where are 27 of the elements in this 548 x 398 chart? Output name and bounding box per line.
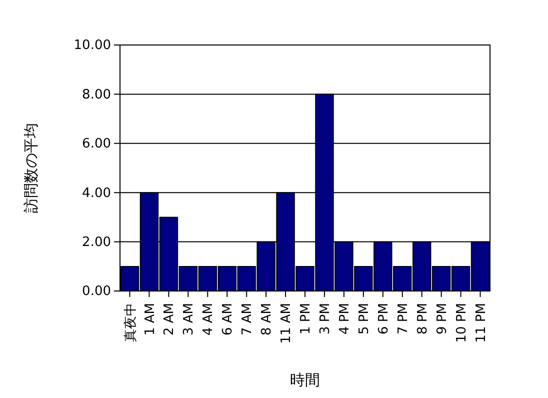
x-tick-label: 4 PM: [337, 303, 352, 334]
x-tick-label: 7 AM: [240, 303, 256, 336]
x-tick-label: 6 PM: [376, 303, 392, 334]
y-tick-label: 0.00: [82, 284, 111, 300]
x-tick-label: 6 AM: [220, 303, 236, 336]
y-tick-label: 4.00: [82, 186, 111, 201]
x-tick-label: 7 PM: [396, 303, 411, 334]
x-tick-label: 8 AM: [260, 303, 275, 336]
x-tick-label: 3 AM: [182, 303, 197, 336]
x-tick-label: 1 AM: [142, 303, 158, 336]
y-tick-label: 2.00: [82, 234, 111, 250]
x-tick-label: 11 PM: [474, 303, 489, 343]
x-tick-label: 5 PM: [356, 303, 372, 334]
x-tick-label: 9 PM: [434, 303, 450, 334]
x-tick-label: 3 PM: [318, 303, 334, 334]
x-tick-label: 8 PM: [415, 303, 430, 334]
x-tick-label: 10 PM: [454, 303, 470, 343]
y-tick-label: 6.00: [82, 136, 111, 152]
x-axis-title: 時間: [290, 371, 320, 389]
y-tick-label: 8.00: [82, 87, 111, 102]
y-tick-label: 10.00: [74, 38, 111, 54]
x-tick-label: 4 AM: [201, 303, 216, 336]
x-tick-label: 2 AM: [162, 303, 178, 336]
y-axis-title: 訪問数の平均: [22, 123, 40, 213]
x-tick-label: 1 PM: [298, 303, 314, 334]
x-tick-label: 真夜中: [122, 303, 138, 342]
x-tick-label: 11 AM: [279, 303, 294, 344]
